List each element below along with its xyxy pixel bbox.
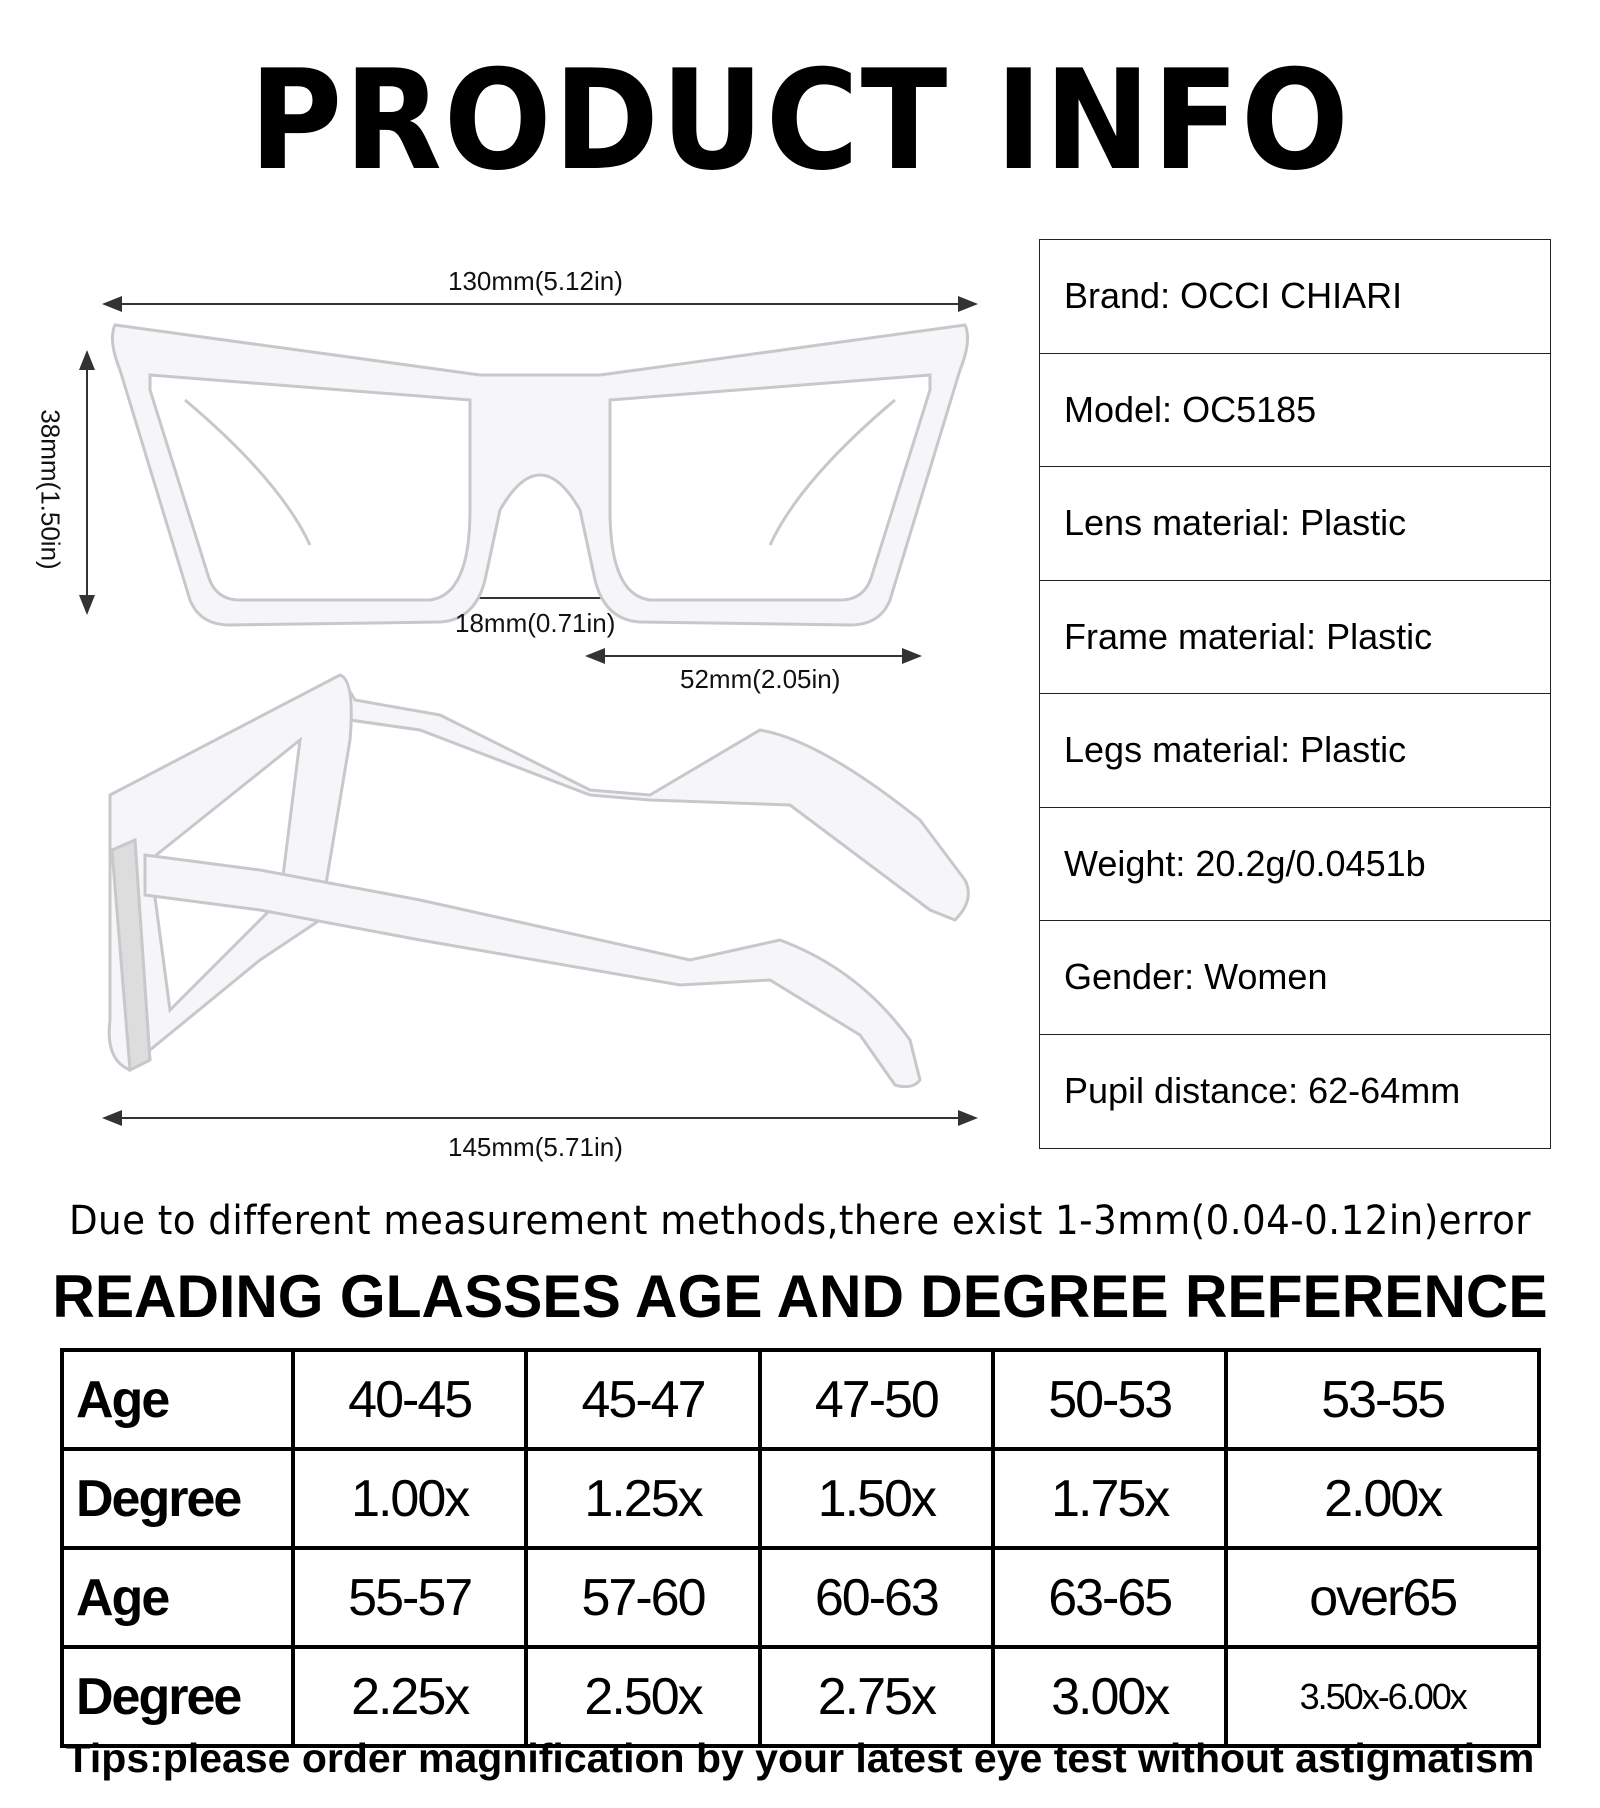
table-row: Age 40-45 45-47 47-50 50-53 53-55 — [60, 1348, 1541, 1451]
row-label: Degree — [60, 1645, 295, 1748]
table-cell: 1.25x — [524, 1447, 762, 1550]
table-cell: 60-63 — [757, 1546, 996, 1649]
lens-width-label: 52mm(2.05in) — [680, 664, 841, 694]
reference-heading: READING GLASSES AGE AND DEGREE REFERENCE — [52, 1263, 1548, 1330]
glasses-illustration — [79, 296, 978, 1126]
spec-row-model: Model: OC5185 — [1040, 354, 1550, 467]
table-cell: 1.00x — [290, 1447, 529, 1550]
bridge-label: 18mm(0.71in) — [455, 608, 616, 638]
table-cell: 2.50x — [524, 1645, 762, 1748]
lens-height-label: 38mm(1.50in) — [35, 409, 66, 570]
row-label: Age — [60, 1546, 295, 1649]
spec-row-legs-material: Legs material: Plastic — [1040, 694, 1550, 808]
table-cell: 2.75x — [757, 1645, 996, 1748]
table-row: Age 55-57 57-60 60-63 63-65 over65 — [60, 1546, 1541, 1649]
spec-row-pupil-distance: Pupil distance: 62-64mm — [1064, 1070, 1461, 1112]
table-cell: 3.00x — [991, 1645, 1229, 1748]
spec-row-frame-material: Frame material: Plastic — [1040, 581, 1550, 694]
spec-row-lens-material: Lens material: Plastic — [1040, 467, 1550, 581]
table-cell: 45-47 — [524, 1348, 762, 1451]
spec-row-gender: Gender: Women — [1040, 921, 1550, 1035]
total-width-label: 130mm(5.12in) — [448, 266, 623, 296]
table-cell: 55-57 — [290, 1546, 529, 1649]
table-cell: 47-50 — [757, 1348, 996, 1451]
row-label: Degree — [60, 1447, 295, 1550]
table-cell: over65 — [1224, 1546, 1541, 1649]
page-title: PRODUCT INFO — [249, 40, 1351, 201]
table-row: Degree 1.00x 1.25x 1.50x 1.75x 2.00x — [60, 1447, 1541, 1550]
table-cell: 40-45 — [290, 1348, 529, 1451]
spec-row-weight: Weight: 20.2g/0.0451b — [1040, 808, 1550, 921]
measurement-disclaimer: Due to different measurement methods,the… — [68, 1198, 1532, 1244]
table-cell: 2.25x — [290, 1645, 529, 1748]
age-degree-table: Age 40-45 45-47 47-50 50-53 53-55 Degree 1.00x 1… — [60, 1348, 1541, 1748]
table-row: Degree 2.25x 2.50x 2.75x 3.00x 3.50x-6.00x — [60, 1645, 1541, 1748]
row-label: Age — [60, 1348, 295, 1451]
table-cell: 2.00x — [1224, 1447, 1541, 1550]
table-cell: 57-60 — [524, 1546, 762, 1649]
table-cell: 63-65 — [991, 1546, 1229, 1649]
spec-table: Brand: OCCI CHIARI Model: OC5185 Lens mate… — [1039, 239, 1551, 1149]
table-cell: 50-53 — [991, 1348, 1229, 1451]
table-cell: 1.50x — [757, 1447, 996, 1550]
spec-row-brand: Brand: OCCI CHIARI — [1040, 240, 1550, 354]
table-cell: 53-55 — [1224, 1348, 1541, 1451]
glasses-front-view — [110, 323, 970, 627]
tips-text: Tips:please order magnification by your … — [65, 1735, 1535, 1781]
glasses-side-view — [107, 673, 970, 1089]
temple-length-label: 145mm(5.71in) — [448, 1132, 623, 1162]
table-cell: 3.50x-6.00x — [1224, 1645, 1541, 1748]
table-cell: 1.75x — [991, 1447, 1229, 1550]
